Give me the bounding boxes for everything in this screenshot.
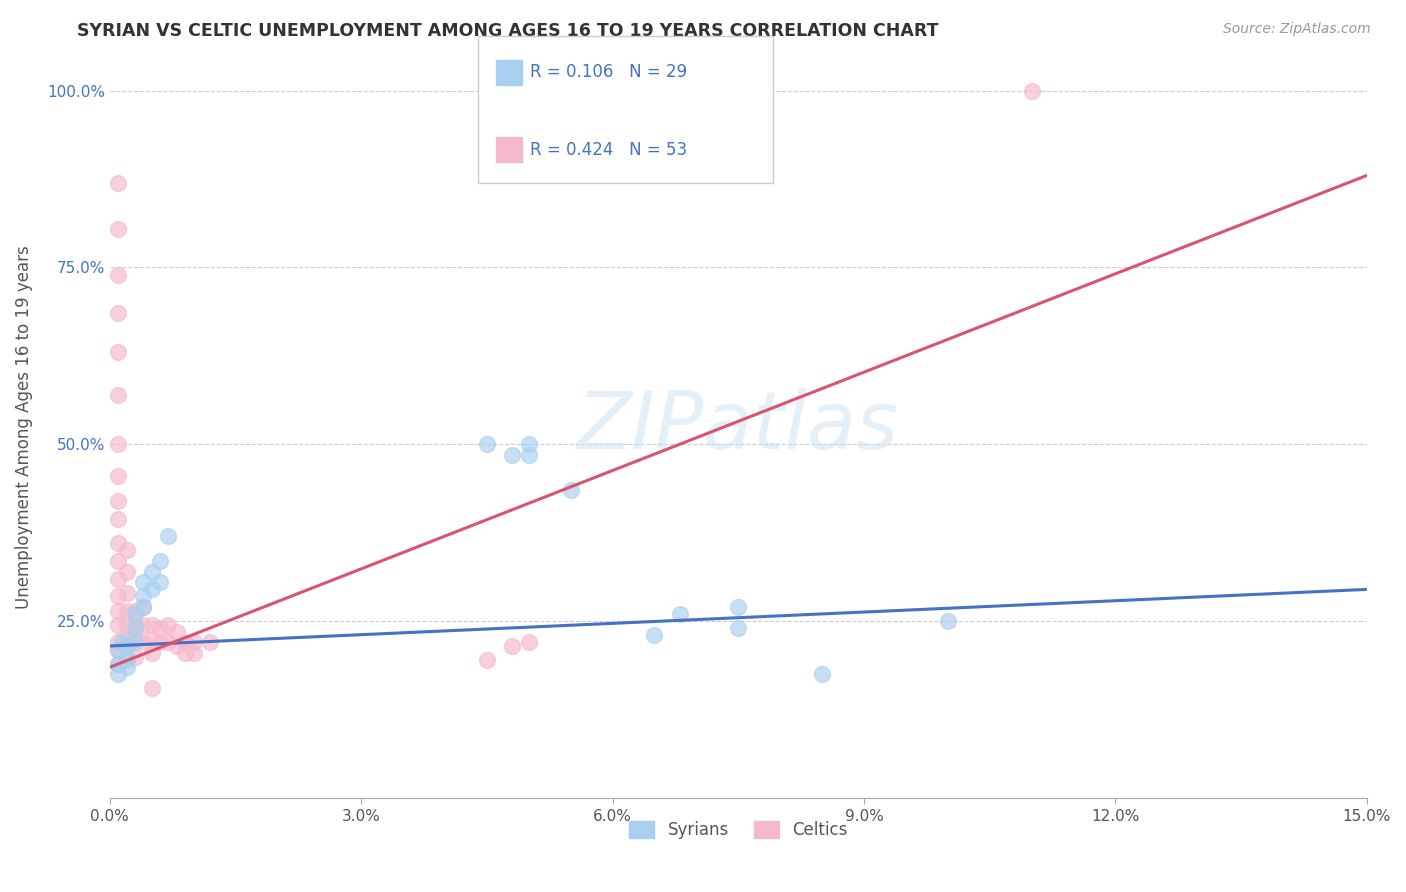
Point: [107, 437, 129, 451]
Point: [107, 306, 129, 320]
Point: [141, 632, 163, 646]
Point: [107, 642, 129, 657]
Point: [149, 621, 172, 635]
Point: [115, 649, 138, 664]
Point: [107, 635, 129, 649]
Point: [124, 617, 146, 632]
Point: [115, 639, 138, 653]
Text: R = 0.106   N = 29: R = 0.106 N = 29: [530, 63, 688, 81]
Point: [149, 635, 172, 649]
Point: [560, 483, 582, 498]
Point: [141, 681, 163, 696]
Point: [141, 646, 163, 660]
Point: [157, 529, 180, 543]
Point: [668, 607, 690, 622]
Point: [475, 437, 498, 451]
Point: [183, 646, 205, 660]
Point: [132, 635, 155, 649]
Y-axis label: Unemployment Among Ages 16 to 19 years: Unemployment Among Ages 16 to 19 years: [15, 244, 32, 608]
Point: [166, 624, 188, 639]
Point: [141, 617, 163, 632]
Point: [107, 536, 129, 550]
Point: [141, 582, 163, 597]
Point: [111, 635, 134, 649]
Point: [124, 635, 146, 649]
Text: ZIPatlas: ZIPatlas: [578, 388, 900, 466]
Point: [107, 345, 129, 359]
Point: [107, 554, 129, 568]
Point: [132, 575, 155, 590]
Point: [115, 632, 138, 646]
Point: [141, 565, 163, 579]
Point: [200, 635, 222, 649]
Point: [107, 176, 129, 190]
Point: [107, 469, 129, 483]
Point: [107, 657, 129, 671]
Point: [643, 628, 665, 642]
Legend: Syrians, Celtics: Syrians, Celtics: [623, 814, 853, 846]
Text: R = 0.424   N = 53: R = 0.424 N = 53: [530, 141, 688, 159]
Point: [1021, 83, 1043, 97]
Point: [124, 621, 146, 635]
Point: [157, 617, 180, 632]
Point: [115, 565, 138, 579]
Point: [107, 590, 129, 604]
Point: [107, 604, 129, 618]
Point: [166, 639, 188, 653]
Point: [174, 635, 197, 649]
Point: [936, 614, 959, 628]
Point: [124, 649, 146, 664]
Point: [727, 621, 749, 635]
Point: [115, 653, 138, 667]
Point: [124, 604, 146, 618]
Point: [517, 437, 540, 451]
Point: [107, 511, 129, 525]
Point: [107, 494, 129, 508]
Point: [107, 657, 129, 671]
Point: [124, 607, 146, 622]
Text: Source: ZipAtlas.com: Source: ZipAtlas.com: [1223, 22, 1371, 37]
Point: [501, 639, 523, 653]
Point: [107, 617, 129, 632]
Point: [174, 646, 197, 660]
Point: [115, 660, 138, 674]
Point: [115, 604, 138, 618]
Point: [475, 653, 498, 667]
Point: [107, 642, 129, 657]
Text: SYRIAN VS CELTIC UNEMPLOYMENT AMONG AGES 16 TO 19 YEARS CORRELATION CHART: SYRIAN VS CELTIC UNEMPLOYMENT AMONG AGES…: [77, 22, 939, 40]
Point: [501, 448, 523, 462]
Point: [517, 448, 540, 462]
Point: [115, 586, 138, 600]
Point: [107, 572, 129, 586]
Point: [517, 635, 540, 649]
Point: [811, 667, 834, 681]
Point: [115, 617, 138, 632]
Point: [107, 667, 129, 681]
Point: [132, 600, 155, 615]
Point: [149, 554, 172, 568]
Point: [183, 635, 205, 649]
Point: [132, 617, 155, 632]
Point: [124, 632, 146, 646]
Point: [115, 639, 138, 653]
Point: [107, 268, 129, 282]
Point: [115, 543, 138, 558]
Point: [107, 221, 129, 235]
Point: [132, 600, 155, 615]
Point: [132, 590, 155, 604]
Point: [149, 575, 172, 590]
Point: [157, 635, 180, 649]
Point: [727, 600, 749, 615]
Point: [107, 388, 129, 402]
